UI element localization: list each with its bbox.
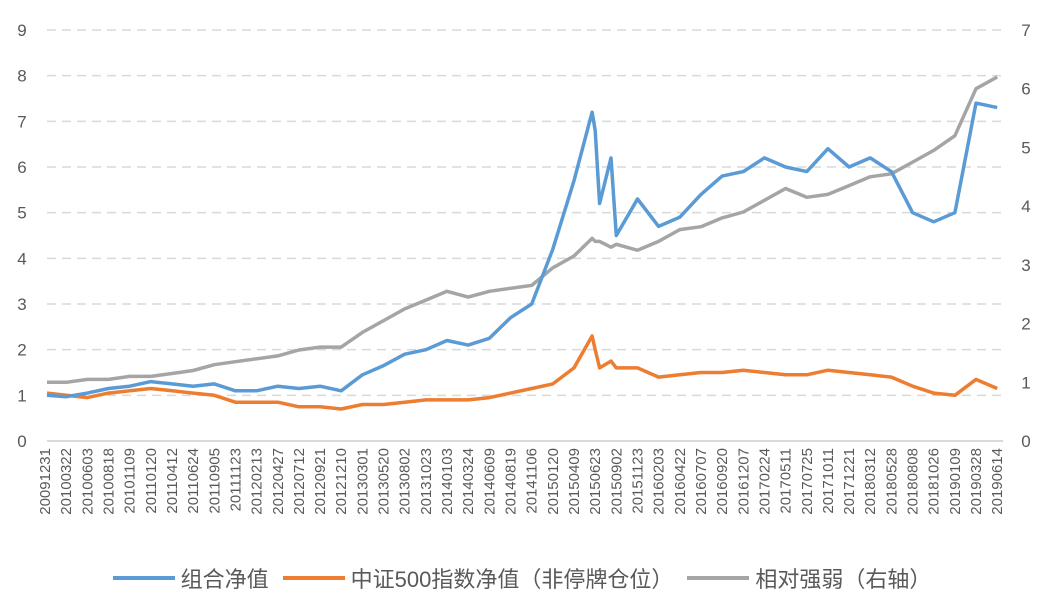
legend-item-csi500: 中证500指数净值（非停牌仓位） [282,562,674,594]
legend-label: 组合净值 [180,567,269,592]
x-axis-tick-label: 20160920 [714,448,731,515]
left-axis-tick-label: 7 [17,112,26,131]
left-axis-tick-label: 3 [17,295,26,314]
x-axis-tick-label: 20190328 [968,448,985,515]
x-axis-tick-label: 20140324 [460,448,477,515]
x-axis-tick-label: 20101109 [122,448,139,514]
x-axis-tick-label: 20160422 [672,448,689,515]
x-axis-tick-label: 20170725 [799,448,816,515]
right-axis-tick-label: 3 [1021,256,1030,275]
right-axis-tick-label: 0 [1021,432,1030,451]
legend-swatch [282,576,345,580]
series-line [47,75,999,385]
right-axis-tick-label: 2 [1021,315,1030,334]
x-axis-tick-label: 20130520 [376,448,393,515]
left-axis-tick-label: 8 [17,67,26,86]
x-axis-tick-label: 20111123 [227,448,244,511]
x-axis-tick-label: 20150120 [545,448,562,515]
x-axis-tick-label: 20091231 [37,448,54,515]
left-axis-tick-label: 5 [17,204,26,223]
x-axis-tick-label: 20171011 [820,448,837,514]
legend-item-portfolio: 组合净值 [112,562,269,594]
x-axis-tick-label: 20110905 [206,448,223,514]
x-axis-tick-label: 20100818 [100,448,117,515]
right-axis-tick-label: 7 [1021,21,1030,40]
x-axis-tick-label: 20161207 [735,448,752,515]
left-axis-tick-label: 0 [17,432,26,451]
x-axis-tick-label: 20100603 [79,448,96,515]
legend-item-relative: 相对强弱（右轴） [687,562,931,594]
x-axis-tick-label: 20170511 [778,448,795,514]
x-axis-tick-label: 20150902 [608,448,625,515]
series-line [46,334,998,411]
x-axis-tick-label: 20121210 [333,448,350,515]
x-axis-tick-label: 20150409 [566,448,583,515]
x-axis-tick-label: 20171221 [841,448,858,515]
x-axis-tick-label: 20180528 [883,448,900,515]
x-axis-tick-label: 20160707 [693,448,710,515]
x-axis-tick-label: 20120427 [270,448,287,515]
x-axis-tick-label: 20130802 [397,448,414,515]
right-axis-tick-label: 4 [1021,197,1030,216]
right-axis-tick-label: 6 [1021,80,1030,99]
left-axis-tick-label: 9 [17,21,26,40]
x-axis-tick-label: 20120712 [291,448,308,515]
x-axis-tick-label: 20181026 [926,448,943,515]
x-axis-tick-label: 20120213 [249,448,266,515]
x-axis-tick-label: 20151123 [629,448,646,514]
x-axis-tick-label: 20140609 [481,448,498,515]
x-axis-tick-label: 20140819 [503,448,520,515]
x-axis-tick-label: 20141106 [524,448,541,514]
x-axis-tick-label: 20190109 [947,448,964,515]
legend-swatch [112,576,175,580]
x-axis-tick-label: 20130301 [354,448,371,515]
x-axis-tick-label: 20140103 [439,448,456,515]
x-axis-tick-label: 20180312 [862,448,879,515]
x-axis-tick-label: 20100322 [58,448,75,515]
right-axis-tick-label: 5 [1021,138,1030,157]
series-line [46,101,998,399]
left-axis-tick-label: 6 [17,158,26,177]
right-axis-tick-label: 1 [1021,373,1030,392]
x-axis-tick-label: 20110412 [164,448,181,514]
legend: 组合净值 中证500指数净值（非停牌仓位） 相对强弱（右轴） [0,562,1044,594]
legend-label: 相对强弱（右轴） [755,567,932,592]
x-axis-tick-label: 20170224 [756,448,773,515]
x-axis-tick-label: 20190614 [989,448,1006,515]
left-axis-tick-label: 1 [17,386,26,405]
x-axis-tick-label: 20180808 [905,448,922,515]
x-axis-tick-label: 20131023 [418,448,435,515]
left-axis-tick-label: 4 [17,249,26,268]
x-axis-tick-label: 20150623 [587,448,604,515]
x-axis-tick-label: 20110120 [143,448,160,514]
x-axis-tick-label: 20120921 [312,448,329,515]
legend-swatch [687,576,750,580]
x-axis-tick-label: 20160203 [651,448,668,515]
left-axis-tick-label: 2 [17,341,26,360]
line-chart: 0 1 2 3 4 5 6 7 8 9 0 1 2 3 4 5 6 7 20091231 20100322 201006… [17,21,1030,515]
x-axis-tick-label: 20110624 [185,448,202,514]
legend-label: 中证500指数净值（非停牌仓位） [350,567,674,592]
